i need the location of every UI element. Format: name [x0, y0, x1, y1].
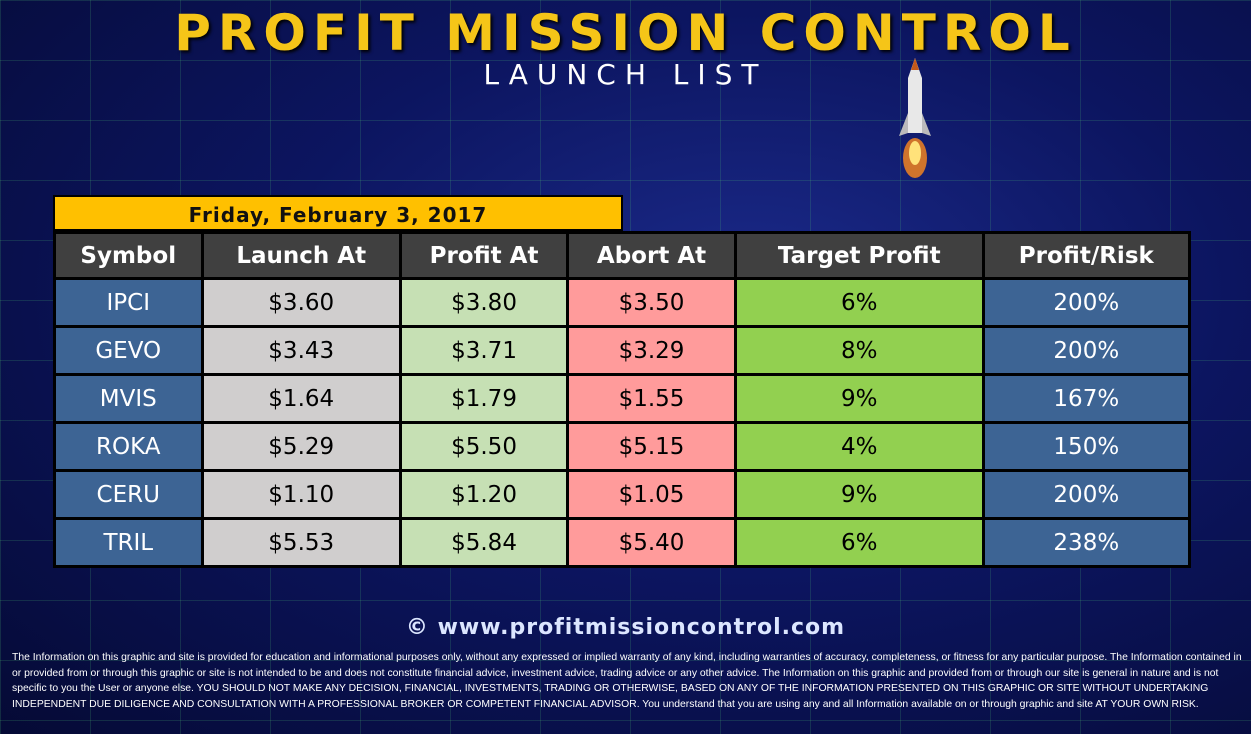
- column-header-symbol: Symbol: [53, 231, 204, 280]
- cell-profit-risk: 200%: [981, 277, 1192, 328]
- cell-abort-at: $3.29: [566, 325, 737, 376]
- table-row: CERU $1.10 $1.20 $1.05 9% 200%: [53, 469, 1192, 520]
- cell-profit-risk: 150%: [981, 421, 1192, 472]
- column-header-profit-at: Profit At: [398, 231, 570, 280]
- cell-abort-at: $5.40: [566, 517, 737, 568]
- cell-profit-risk: 167%: [981, 373, 1192, 424]
- cell-profit-at: $3.80: [398, 277, 570, 328]
- cell-profit-at: $1.20: [398, 469, 570, 520]
- cell-symbol: GEVO: [53, 325, 204, 376]
- cell-symbol: IPCI: [53, 277, 204, 328]
- cell-symbol: ROKA: [53, 421, 204, 472]
- table-row: TRIL $5.53 $5.84 $5.40 6% 238%: [53, 517, 1192, 568]
- column-header-profit-risk: Profit/Risk: [981, 231, 1192, 280]
- column-header-target-profit: Target Profit: [733, 231, 985, 280]
- rocket-icon: [899, 58, 931, 178]
- table-row: ROKA $5.29 $5.50 $5.15 4% 150%: [53, 421, 1192, 472]
- cell-profit-at: $5.84: [398, 517, 570, 568]
- cell-launch-at: $1.10: [200, 469, 402, 520]
- cell-launch-at: $5.29: [200, 421, 402, 472]
- cell-profit-at: $1.79: [398, 373, 570, 424]
- cell-launch-at: $3.60: [200, 277, 402, 328]
- table-row: GEVO $3.43 $3.71 $3.29 8% 200%: [53, 325, 1192, 376]
- cell-symbol: CERU: [53, 469, 204, 520]
- cell-profit-risk: 238%: [981, 517, 1192, 568]
- table-header-row: Symbol Launch At Profit At Abort At Targ…: [53, 231, 1192, 280]
- cell-target-profit: 6%: [733, 277, 985, 328]
- cell-profit-risk: 200%: [981, 325, 1192, 376]
- column-header-abort-at: Abort At: [566, 231, 737, 280]
- page-title: Profit Mission Control: [174, 4, 1077, 62]
- cell-symbol: TRIL: [53, 517, 204, 568]
- cell-launch-at: $1.64: [200, 373, 402, 424]
- table-row: MVIS $1.64 $1.79 $1.55 9% 167%: [53, 373, 1192, 424]
- cell-target-profit: 4%: [733, 421, 985, 472]
- cell-launch-at: $5.53: [200, 517, 402, 568]
- cell-abort-at: $5.15: [566, 421, 737, 472]
- column-header-launch-at: Launch At: [200, 231, 402, 280]
- cell-profit-risk: 200%: [981, 469, 1192, 520]
- date-banner: Friday, February 3, 2017: [53, 195, 623, 231]
- page-subtitle: Launch List: [483, 58, 768, 91]
- cell-abort-at: $3.50: [566, 277, 737, 328]
- cell-profit-at: $5.50: [398, 421, 570, 472]
- cell-symbol: MVIS: [53, 373, 204, 424]
- cell-target-profit: 9%: [733, 373, 985, 424]
- cell-abort-at: $1.55: [566, 373, 737, 424]
- table-row: IPCI $3.60 $3.80 $3.50 6% 200%: [53, 277, 1192, 328]
- cell-launch-at: $3.43: [200, 325, 402, 376]
- cell-target-profit: 9%: [733, 469, 985, 520]
- cell-abort-at: $1.05: [566, 469, 737, 520]
- cell-target-profit: 6%: [733, 517, 985, 568]
- cell-target-profit: 8%: [733, 325, 985, 376]
- launch-list-table: Symbol Launch At Profit At Abort At Targ…: [53, 231, 1192, 568]
- cell-profit-at: $3.71: [398, 325, 570, 376]
- disclaimer-text: The Information on this graphic and site…: [12, 652, 1242, 710]
- website-link[interactable]: © www.profitmissioncontrol.com: [405, 615, 846, 640]
